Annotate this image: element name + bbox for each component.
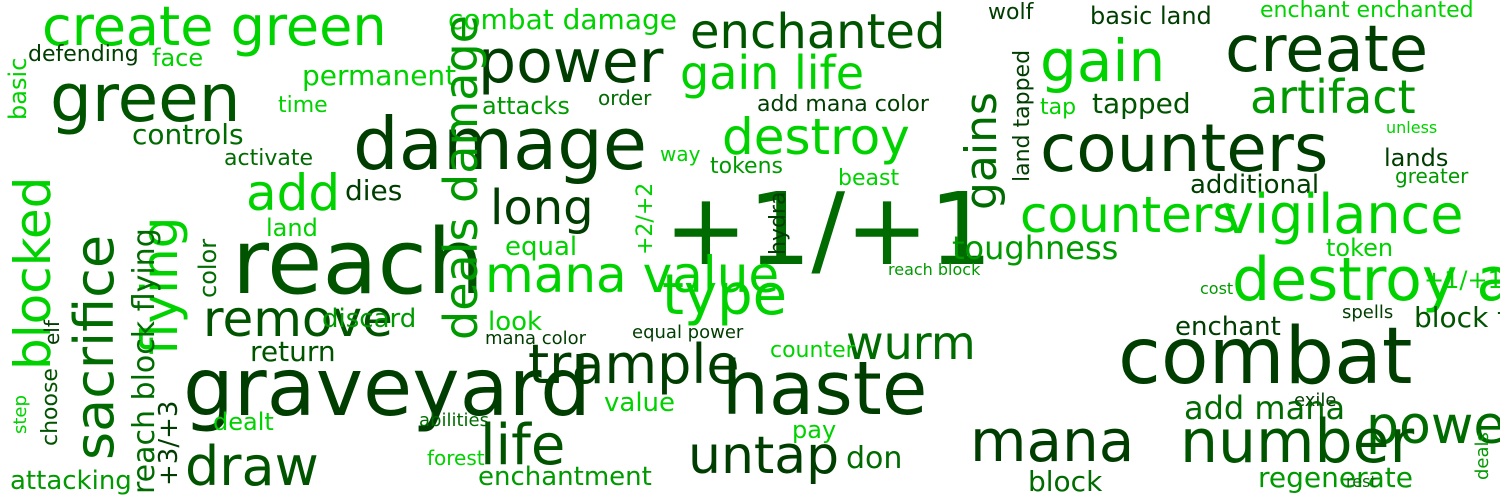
cloud-word: basic (4, 57, 32, 120)
cloud-word: time (278, 93, 328, 118)
cloud-word: haste (722, 346, 928, 432)
cloud-word: attacking (10, 466, 132, 496)
cloud-word: mana value (485, 246, 780, 304)
cloud-word: add mana (1184, 389, 1346, 427)
cloud-word: return (250, 335, 336, 368)
cloud-word: unless (1386, 118, 1438, 137)
cloud-word: don (846, 441, 903, 476)
cloud-word: look (488, 307, 543, 337)
cloud-word: create (1225, 13, 1429, 87)
cloud-word: counters (1040, 110, 1329, 187)
cloud-word: equal (505, 232, 578, 262)
cloud-word: additional (1190, 170, 1320, 200)
cloud-word: mana (970, 407, 1135, 475)
cloud-word: remove (203, 290, 393, 348)
cloud-word: create green (42, 0, 387, 58)
cloud-word: pay (792, 416, 837, 444)
cloud-word: land (266, 214, 318, 242)
cloud-word: sacrifice (63, 234, 126, 460)
cloud-word: deals damage (434, 15, 488, 340)
cloud-word: tapped (1092, 87, 1191, 120)
cloud-word: order (598, 86, 652, 110)
cloud-word: +2/+2 (633, 182, 658, 255)
cloud-word: basic land (1090, 2, 1212, 30)
cloud-word: activate (224, 146, 313, 171)
cloud-word: add mana color (757, 92, 929, 117)
cloud-word: face (152, 44, 204, 72)
cloud-word: untap (688, 426, 840, 486)
cloud-word: type (662, 263, 788, 328)
cloud-word: wolf (988, 0, 1034, 25)
cloud-word: long (490, 180, 594, 236)
cloud-word: vigilance (1222, 183, 1464, 246)
cloud-word: enchanted (690, 4, 946, 60)
cloud-word: gain (1040, 27, 1166, 95)
cloud-word: abilities (419, 410, 489, 431)
cloud-word: combat (1118, 312, 1413, 402)
cloud-word: exile (1294, 390, 1337, 411)
cloud-word: destroy (722, 108, 910, 166)
cloud-word: combat damage (448, 3, 677, 36)
cloud-word: counters (1020, 186, 1239, 244)
cloud-word: dies (345, 174, 403, 207)
cloud-word: forest (427, 446, 485, 470)
cloud-word: step (10, 395, 31, 434)
cloud-word: mana color (485, 328, 587, 349)
cloud-word: regenerate (1258, 461, 1413, 494)
cloud-word: deals (1472, 432, 1493, 480)
cloud-word: reach (232, 210, 485, 315)
cloud-word: tokens (710, 154, 783, 179)
cloud-word: toughness (952, 229, 1119, 267)
cloud-word: +1/+1 counter (1424, 266, 1500, 294)
cloud-word: damage (353, 102, 648, 186)
cloud-word: token (1326, 234, 1394, 262)
cloud-word: way (660, 142, 701, 166)
cloud-word: spells (1342, 302, 1394, 323)
cloud-word: +3/+3 (154, 400, 184, 486)
cloud-word: beast (838, 166, 900, 191)
cloud-word: elf (40, 320, 64, 345)
cloud-word: permanent (302, 59, 457, 92)
cloud-word: tap (1040, 95, 1077, 120)
cloud-word: power toughness (1366, 396, 1500, 456)
cloud-word: trample (528, 333, 740, 396)
cloud-word: artifact (1250, 70, 1416, 124)
cloud-word: green (50, 60, 241, 137)
cloud-word: choose (38, 368, 63, 446)
cloud-word: enchant enchanted (1260, 0, 1474, 23)
cloud-word: defending (28, 42, 139, 67)
cloud-word: cost (1200, 279, 1234, 298)
cloud-word: gain life (680, 46, 864, 100)
cloud-word: destroy artifact (1232, 245, 1500, 315)
cloud-word: lands (1384, 144, 1449, 172)
cloud-word: reach block (888, 260, 981, 279)
cloud-word: life (480, 413, 566, 478)
cloud-word: controls (132, 118, 244, 151)
cloud-word: greater (1395, 164, 1469, 188)
cloud-word: attacks (482, 92, 570, 120)
cloud-word: dealt (213, 408, 274, 436)
cloud-word: equal power (632, 322, 744, 343)
cloud-word: rest (1346, 472, 1377, 491)
cloud-word: counter (770, 338, 855, 363)
cloud-word: +1/+1 (664, 171, 993, 288)
cloud-word: graveyard (183, 341, 591, 434)
cloud-word: land tapped (1010, 49, 1035, 182)
cloud-word: add (246, 164, 341, 222)
cloud-word: power (478, 27, 664, 97)
cloud-word: block (1028, 465, 1103, 498)
cloud-word: number (1180, 407, 1415, 477)
cloud-word: enchantment (478, 462, 652, 492)
cloud-word: value (604, 388, 676, 418)
cloud-word: discard (322, 304, 417, 334)
cloud-word: wurm (846, 316, 976, 370)
cloud-word: block flying (1414, 301, 1500, 334)
cloud-word: draw (185, 435, 319, 498)
cloud-word: enchant (1175, 312, 1281, 342)
